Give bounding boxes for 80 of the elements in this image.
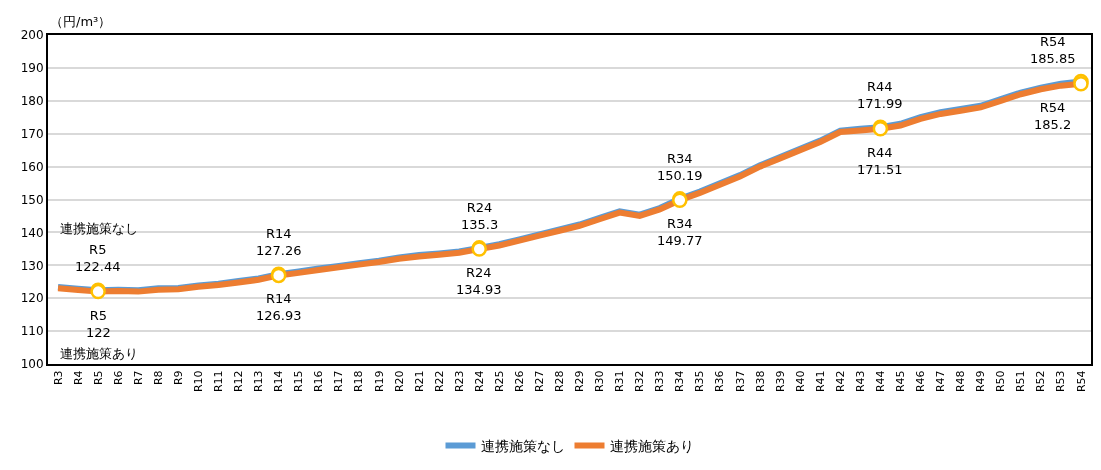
x-tick-label: R8 [151,370,165,386]
x-tick-label: R44 [873,370,887,393]
x-tick-label: R24 [472,370,486,393]
x-tick-label: R7 [131,370,145,386]
x-tick-label: R14 [272,370,286,393]
x-tick-label: R3 [51,370,65,386]
x-tick-label: R18 [352,370,366,393]
data-label: R24 135.3 [461,200,499,232]
data-label: R54 185.85 [1030,34,1076,66]
x-tick-label: R51 [1014,370,1028,393]
x-tick-label: R47 [934,370,948,393]
x-tick-label: R25 [492,370,506,393]
data-label: R34 150.19 [657,151,703,183]
x-tick-label: R15 [292,370,306,393]
legend-label: 連携施策あり [609,437,694,454]
data-label: R5 122 [86,308,111,340]
x-tick-label: R10 [192,370,205,393]
x-tick-label: R54 [1074,370,1088,393]
legend-label: 連携施策なし [480,437,565,454]
y-tick-label: 170 [20,126,44,141]
y-tick-label: 180 [20,94,44,108]
annotation: 連携施策なし [60,221,138,236]
x-tick-label: R16 [312,370,326,393]
x-tick-label: R23 [452,370,466,393]
x-tick-label: R11 [212,370,226,393]
y-tick-label: 100 [20,357,44,372]
y-tick-label: 140 [20,225,44,240]
x-tick-label: R27 [532,370,546,393]
y-tick-label: 160 [20,159,44,174]
x-tick-label: R20 [392,370,406,393]
x-tick-label: R21 [412,370,426,393]
x-tick-label: R29 [573,370,587,393]
x-tick-label: R31 [613,370,627,393]
annotation: 連携施策あり [60,346,138,361]
data-label: R14 126.93 [256,291,302,323]
x-tick-label: R13 [252,370,266,393]
x-tick-label: R33 [653,370,667,393]
y-tick-label: 150 [20,192,44,207]
y-tick-label: 130 [20,258,44,273]
x-tick-label: R49 [974,370,988,393]
x-tick-label: R40 [793,370,807,393]
x-tick-label: R37 [733,370,747,393]
x-tick-label: R17 [332,370,346,393]
data-label: R14 127.26 [256,226,302,258]
x-tick-label: R9 [171,370,185,386]
y-tick-label: 200 [20,28,44,43]
y-tick-label: 190 [20,61,44,76]
y-axis-title: （円/m³） [50,14,112,29]
data-label: R5 122.44 [75,242,121,274]
x-tick-label: R42 [833,370,847,393]
y-tick-label: 110 [20,324,44,339]
x-tick-label: R39 [773,370,787,393]
x-tick-label: R12 [232,370,246,393]
data-label: R34 149.77 [657,216,703,248]
x-tick-label: R19 [372,370,386,393]
x-tick-label: R43 [853,370,867,393]
x-tick-label: R26 [512,370,526,393]
x-tick-label: R4 [71,370,85,386]
x-tick-label: R50 [994,370,1008,393]
x-tick-label: R46 [914,370,928,393]
x-tick-label: R28 [553,370,567,393]
x-tick-label: R38 [753,370,767,393]
y-tick-label: 120 [20,291,44,306]
x-tick-label: R48 [954,370,968,393]
x-tick-label: R5 [91,370,105,386]
data-label: R44 171.99 [857,79,903,111]
data-label: R54 185.2 [1034,100,1072,132]
x-tick-label: R45 [894,370,908,393]
x-tick-label: R36 [713,370,727,393]
data-label: R24 134.93 [456,265,502,297]
x-tick-label: R52 [1034,370,1048,393]
x-tick-label: R30 [593,370,607,393]
x-tick-label: R22 [432,370,446,393]
x-tick-label: R6 [111,370,125,386]
x-tick-label: R32 [633,370,647,393]
x-tick-label: R53 [1054,370,1068,393]
x-tick-label: R34 [673,370,687,393]
data-label: R44 171.51 [857,145,903,177]
x-tick-label: R41 [813,370,827,393]
x-tick-label: R35 [693,370,707,393]
